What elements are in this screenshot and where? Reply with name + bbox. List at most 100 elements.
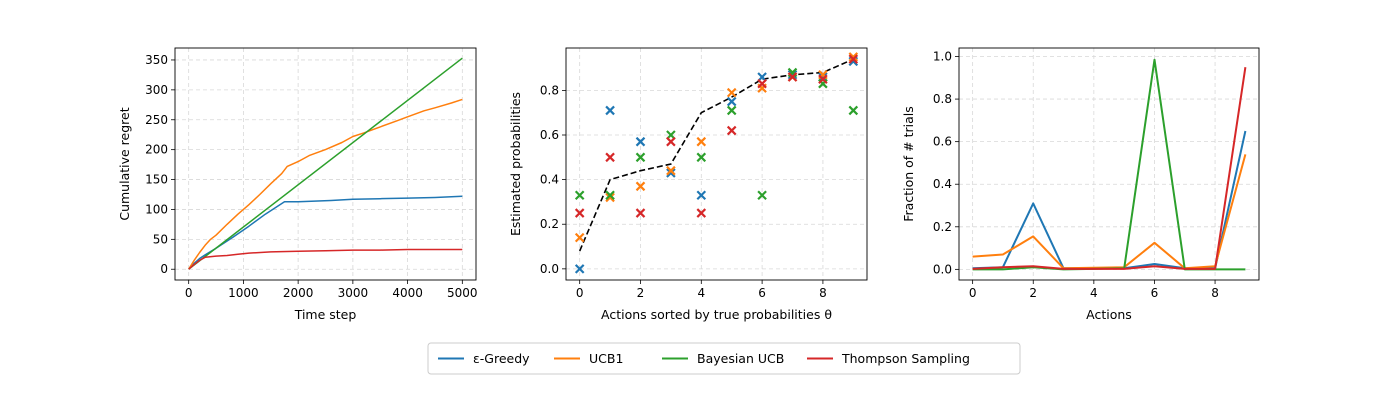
y-axis-label: Fraction of # trials [901,106,916,222]
panel-2: 0 2 4 6 8 0.0 0.2 0.4 0.6 0.8 Actions sorted by tr… [508,47,868,322]
x-tick-label: 3000 [338,286,369,300]
legend-label: Bayesian UCB [697,351,784,366]
scatter-point [848,105,859,116]
y-tick-label: 0.0 [540,262,559,276]
plot-area [972,58,1247,271]
series-line [972,154,1247,270]
scatter-point [635,136,646,147]
x-axis-label: Actions [1086,307,1132,322]
scatter-point [726,125,737,136]
y-tick-label: 0.4 [540,173,559,187]
scatter-point [605,192,615,203]
scatter-point [757,78,767,89]
legend-label: ε-Greedy [473,351,530,366]
legend-label: Thompson Sampling [841,351,970,366]
x-tick-label: 2000 [283,286,314,300]
x-tick-label: 4 [1090,286,1098,300]
x-tick-label: 4000 [392,286,423,300]
scatter-point [635,208,646,218]
series-line [972,67,1247,270]
scatter-point [574,264,585,274]
y-tick-label: 300 [145,83,168,97]
scatter-point [726,96,737,107]
scatter-point [696,208,707,218]
y-tick-label: 0.0 [933,262,952,276]
scatter-point [666,168,676,178]
y-tick-label: 0.6 [933,135,952,149]
series-line [188,57,463,270]
axes-frame [958,47,1260,281]
legend-box [427,342,1021,375]
true-probability-line [578,58,854,252]
plot-area [188,57,463,270]
y-axis-label: Estimated probabilities [508,92,523,236]
legend: ε-Greedy UCB1 Bayesian UCB Thompson Samplin… [427,342,1021,375]
scatter-point [574,190,585,201]
x-tick-label: 4 [697,286,705,300]
grid-lines [566,48,867,280]
scatter-point [574,232,585,243]
scatter-point [696,190,707,201]
scatter-point [605,105,615,116]
y-tick-label: 0.8 [540,83,559,97]
y-tick-label: 0 [160,262,168,276]
legend-label: UCB1 [589,351,623,366]
series-line [188,195,463,270]
panel-3: 0 2 4 6 8 0.0 0.2 0.4 0.6 0.8 1.0 Actions Fraction o… [901,47,1260,322]
x-axis-label: Time step [294,307,357,322]
y-tick-label: 0.2 [933,220,952,234]
x-tick-label: 6 [1151,286,1159,300]
scatter-point [696,136,707,147]
scatter-point [787,72,798,82]
plot-area [574,52,859,274]
x-axis-label: Actions sorted by true probabilities θ [601,307,832,322]
x-tick-label: 5000 [447,286,478,300]
scatter-point [818,74,828,85]
scatter-point [848,52,859,62]
x-tick-label: 8 [819,286,827,300]
y-tick-label: 50 [153,232,168,246]
axes-frame [565,47,868,281]
scatter-point [635,181,646,192]
y-tick-label: 350 [145,53,168,67]
x-tick-label: 0 [969,286,977,300]
scatter-point [848,54,859,64]
y-tick-label: 200 [145,143,168,157]
y-tick-label: 250 [145,113,168,127]
series-line [188,98,463,270]
y-tick-label: 0.6 [540,128,559,142]
legend-entry: Thompson Sampling [807,351,970,366]
series-line [188,248,463,270]
scatter-point [574,208,585,218]
scatter-point [787,69,798,80]
scatter-point [666,136,676,147]
scatter-point [726,105,737,116]
y-tick-label: 150 [145,173,168,187]
scatter-point [635,152,646,163]
x-tick-label: 8 [1211,286,1219,300]
scatter-point [605,190,615,201]
axes-frame [174,47,477,281]
scatter-point [605,152,615,163]
scatter-point [726,87,737,98]
scatter-point [666,165,676,176]
x-tick-label: 0 [185,286,193,300]
y-tick-label: 0.8 [933,92,952,106]
series-line [972,58,1246,271]
y-tick-label: 0.2 [540,217,559,231]
scatter-point [696,152,707,163]
y-tick-label: 1.0 [933,50,952,64]
x-tick-label: 2 [637,286,645,300]
y-axis-label: Cumulative regret [117,107,132,220]
legend-entry: ε-Greedy [438,351,530,366]
y-tick-label: 100 [145,202,168,216]
x-tick-label: 0 [576,286,584,300]
legend-entry: UCB1 [554,351,623,366]
grid-lines [175,48,476,280]
y-tick-label: 0.4 [933,177,952,191]
scatter-point [757,190,767,201]
legend-entry: Bayesian UCB [662,351,784,366]
x-tick-label: 6 [758,286,766,300]
grid-lines [959,48,1259,280]
